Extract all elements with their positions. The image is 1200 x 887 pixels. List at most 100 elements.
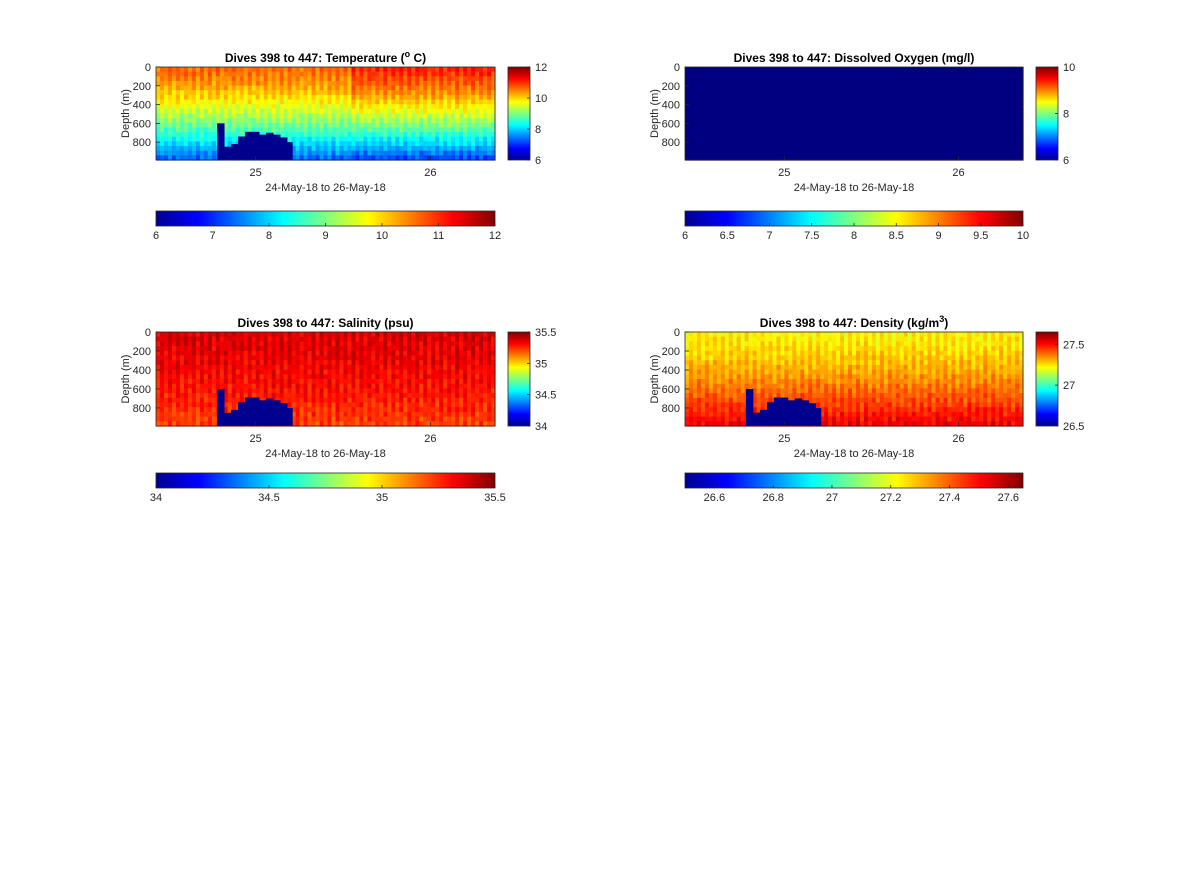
heatmap-cell [327, 113, 333, 119]
heatmap-cell [971, 67, 976, 73]
heatmap-cell [363, 360, 368, 366]
heatmap-cell [1019, 122, 1024, 129]
heatmap-cell [351, 421, 357, 427]
heatmap-cell [903, 146, 909, 152]
heatmap-cell [399, 416, 404, 422]
missing-data-block [238, 136, 246, 160]
heatmap-cell [915, 71, 921, 77]
heatmap-cell [339, 80, 345, 87]
heatmap-cell [732, 136, 738, 142]
heatmap-cell [748, 113, 754, 119]
heatmap-cell [451, 155, 456, 161]
heatmap-cell [339, 113, 345, 119]
heatmap-cell [175, 104, 181, 110]
heatmap-cell [804, 122, 809, 129]
heatmap-cell [423, 350, 428, 357]
heatmap-cell [752, 150, 758, 156]
heatmap-cell [491, 94, 496, 101]
heatmap-cell [299, 76, 305, 82]
heatmap-cell [335, 416, 341, 422]
heatmap-cell [339, 397, 345, 404]
heatmap-cell [435, 155, 440, 161]
heatmap-cell [319, 350, 325, 357]
heatmap-cell [991, 99, 996, 105]
heatmap-cell [1019, 113, 1024, 119]
heatmap-cell [187, 150, 193, 156]
heatmap-cell [179, 108, 185, 115]
heatmap-cell [359, 85, 364, 91]
heatmap-cell [271, 122, 277, 129]
heatmap-cell [283, 90, 289, 96]
heatmap-cell [227, 374, 233, 380]
heatmap-cell [491, 118, 496, 124]
heatmap-cell [971, 146, 976, 152]
heatmap-cell [387, 355, 392, 361]
heatmap-cell [443, 336, 448, 342]
heatmap-cell [1015, 118, 1020, 124]
heatmap-cell [431, 411, 436, 418]
heatmap-cell [355, 127, 360, 133]
heatmap-cell [367, 364, 372, 371]
heatmap-cell [423, 346, 428, 352]
heatmap-cell [303, 360, 309, 366]
heatmap-cell [219, 90, 225, 96]
heatmap-cell [375, 108, 380, 115]
heatmap-cell [447, 108, 452, 115]
heatmap-cell [987, 80, 992, 87]
heatmap-cell [708, 71, 714, 77]
heatmap-cell [163, 360, 169, 366]
heatmap-cell [203, 118, 209, 124]
heatmap-cell [227, 118, 233, 124]
heatmap-cell [291, 421, 297, 427]
heatmap-cell [331, 364, 337, 371]
heatmap-cell [199, 80, 205, 87]
heatmap-cell [171, 421, 177, 427]
heatmap-cell [459, 67, 464, 73]
heatmap-cell [963, 108, 968, 115]
heatmap-cell [907, 99, 913, 105]
heatmap-cell [363, 118, 368, 124]
heatmap-cell [760, 122, 766, 129]
heatmap-cell [403, 364, 408, 371]
heatmap-cell [419, 122, 424, 129]
heatmap-cell [1003, 85, 1008, 91]
heatmap-cell [780, 122, 786, 129]
heatmap-cell [447, 416, 452, 422]
heatmap-cell [1011, 80, 1016, 87]
heatmap-cell [383, 113, 388, 119]
heatmap-cell [844, 122, 849, 129]
heatmap-cell [800, 67, 805, 73]
heatmap-cell [171, 127, 177, 133]
heatmap-cell [867, 108, 873, 115]
heatmap-cell [367, 374, 372, 380]
heatmap-cell [451, 402, 456, 408]
heatmap-cell [959, 80, 964, 87]
heatmap-cell [195, 369, 201, 375]
heatmap-cell [439, 369, 444, 375]
heatmap-cell [375, 122, 380, 129]
heatmap-cell [859, 80, 865, 87]
heatmap-cell [167, 374, 173, 380]
heatmap-cell [187, 108, 193, 115]
heatmap-cell [171, 76, 177, 82]
heatmap-cell [271, 104, 277, 110]
chart-title: Dives 398 to 447: Dissolved Oxygen (mg/l… [734, 51, 975, 65]
heatmap-cell [883, 122, 889, 129]
heatmap-cell [788, 76, 793, 82]
heatmap-cell [327, 332, 333, 338]
heatmap-cell [475, 90, 480, 96]
heatmap-cell [423, 127, 428, 133]
heatmap-cell [351, 411, 357, 418]
heatmap-cell [191, 127, 197, 133]
heatmap-cell [351, 364, 357, 371]
heatmap-cell [295, 76, 301, 82]
heatmap-cell [804, 67, 809, 73]
heatmap-cell [840, 155, 845, 161]
heatmap-cell [836, 94, 841, 101]
heatmap-cell [191, 411, 197, 418]
heatmap-cell [867, 118, 873, 124]
heatmap-cell [263, 388, 269, 394]
heatmap-cell [239, 393, 245, 399]
heatmap-cell [347, 67, 353, 73]
heatmap-cell [995, 104, 1000, 110]
